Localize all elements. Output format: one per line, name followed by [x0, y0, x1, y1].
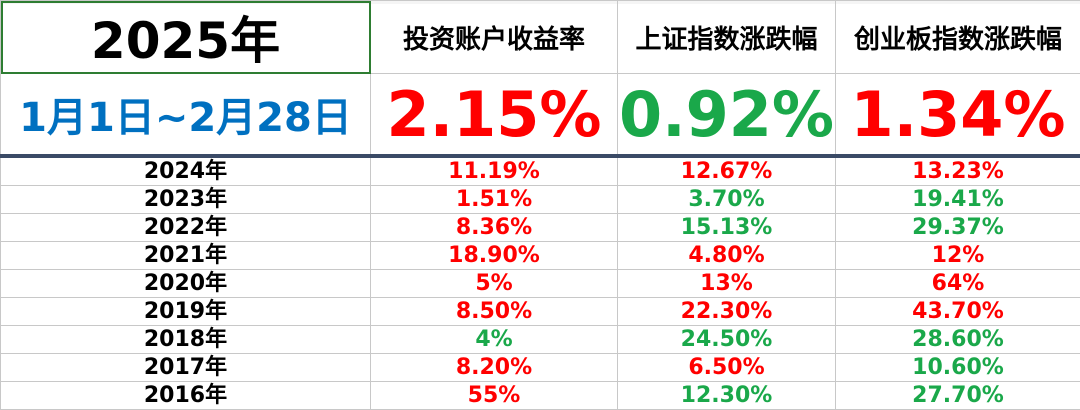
date-range-cell[interactable]: 1月1日~2月28日 [1, 74, 371, 157]
shanghai-change-cell[interactable]: 13% [618, 270, 836, 298]
year-title-cell[interactable]: 2025年 [1, 1, 371, 74]
account-return-cell[interactable]: 8.36% [371, 214, 618, 242]
account-return-cell[interactable]: 5% [371, 270, 618, 298]
account-return-cell[interactable]: 18.90% [371, 242, 618, 270]
current-account-return[interactable]: 2.15% [371, 74, 618, 157]
year-cell[interactable]: 2019年 [1, 298, 371, 326]
account-return-cell[interactable]: 8.50% [371, 298, 618, 326]
account-return-cell[interactable]: 1.51% [371, 186, 618, 214]
shanghai-change-cell[interactable]: 15.13% [618, 214, 836, 242]
chinext-change-cell[interactable]: 12% [836, 242, 1080, 270]
shanghai-change-cell[interactable]: 4.80% [618, 242, 836, 270]
shanghai-change-cell[interactable]: 12.67% [618, 156, 836, 186]
chinext-change-cell[interactable]: 29.37% [836, 214, 1080, 242]
year-cell[interactable]: 2016年 [1, 382, 371, 410]
chinext-change-cell[interactable]: 27.70% [836, 382, 1080, 410]
header-row-titles: 2025年 投资账户收益率 上证指数涨跌幅 创业板指数涨跌幅 [1, 1, 1080, 74]
column-header-account[interactable]: 投资账户收益率 [371, 1, 618, 74]
column-header-chinext[interactable]: 创业板指数涨跌幅 [836, 1, 1080, 74]
header-row-current: 1月1日~2月28日 2.15% 0.92% 1.34% [1, 74, 1080, 157]
current-chinext-change[interactable]: 1.34% [836, 74, 1080, 157]
current-shanghai-change[interactable]: 0.92% [618, 74, 836, 157]
shanghai-change-cell[interactable]: 6.50% [618, 354, 836, 382]
account-return-cell[interactable]: 11.19% [371, 156, 618, 186]
chinext-change-cell[interactable]: 64% [836, 270, 1080, 298]
shanghai-change-cell[interactable]: 3.70% [618, 186, 836, 214]
year-cell[interactable]: 2022年 [1, 214, 371, 242]
shanghai-change-cell[interactable]: 12.30% [618, 382, 836, 410]
chinext-change-cell[interactable]: 19.41% [836, 186, 1080, 214]
account-return-cell[interactable]: 4% [371, 326, 618, 354]
account-return-cell[interactable]: 8.20% [371, 354, 618, 382]
chinext-change-cell[interactable]: 28.60% [836, 326, 1080, 354]
chinext-change-cell[interactable]: 43.70% [836, 298, 1080, 326]
column-header-shanghai[interactable]: 上证指数涨跌幅 [618, 1, 836, 74]
year-cell[interactable]: 2020年 [1, 270, 371, 298]
account-return-cell[interactable]: 55% [371, 382, 618, 410]
year-cell[interactable]: 2021年 [1, 242, 371, 270]
chinext-change-cell[interactable]: 10.60% [836, 354, 1080, 382]
year-cell[interactable]: 2023年 [1, 186, 371, 214]
year-cell[interactable]: 2018年 [1, 326, 371, 354]
year-cell[interactable]: 2024年 [1, 156, 371, 186]
shanghai-change-cell[interactable]: 22.30% [618, 298, 836, 326]
shanghai-change-cell[interactable]: 24.50% [618, 326, 836, 354]
chinext-change-cell[interactable]: 13.23% [836, 156, 1080, 186]
year-cell[interactable]: 2017年 [1, 354, 371, 382]
